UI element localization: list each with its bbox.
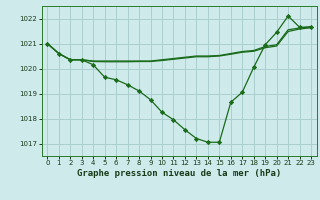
X-axis label: Graphe pression niveau de la mer (hPa): Graphe pression niveau de la mer (hPa)	[77, 169, 281, 178]
